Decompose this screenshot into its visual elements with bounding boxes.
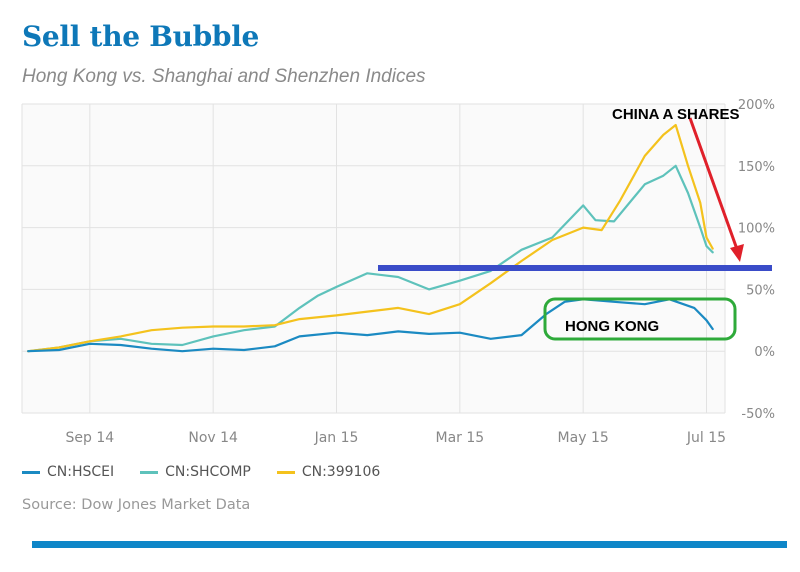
hong-kong-label: HONG KONG [565, 318, 659, 335]
source-note: Source: Dow Jones Market Data [22, 497, 251, 513]
decline-arrow-shaft [688, 117, 740, 253]
grid: 200% 150% 100% 50% 0% -50% Sep 14 Nov 14 Jan 15 M… [21, 98, 775, 446]
legend-swatch-399106 [276, 470, 295, 474]
line-chart: 200% 150% 100% 50% 0% -50% Sep 14 Nov 14 Jan 15 M… [21, 98, 775, 446]
legend-label-shcomp: CN:SHCOMP [165, 464, 251, 480]
legend-item-shcomp[interactable]: CN:SHCOMP [140, 464, 251, 480]
y-tick-label: 200% [738, 98, 775, 113]
series-line-shcomp [27, 164, 714, 353]
legend-label-hscei: CN:HSCEI [47, 464, 115, 480]
legend-item-hscei[interactable]: CN:HSCEI [22, 464, 114, 480]
chart-title: Sell the Bubble [22, 20, 260, 53]
x-tick-label: Jan 15 [314, 430, 359, 446]
series-line-hscei [27, 298, 714, 353]
legend-item-399106[interactable]: CN:399106 [276, 464, 381, 480]
series-line-399106 [27, 123, 714, 353]
annotations: CHINA A SHARES HONG KONG [378, 106, 772, 341]
plot-area [22, 104, 725, 413]
x-tick-label: Sep 14 [66, 430, 115, 446]
legend-label-399106: CN:399106 [301, 464, 381, 480]
bottom-rule [32, 541, 787, 548]
decline-arrow-head [730, 244, 744, 262]
x-tick-label: Jul 15 [686, 430, 726, 446]
chart-subtitle: Hong Kong vs. Shanghai and Shenzhen Indi… [22, 66, 426, 87]
hong-kong-box [543, 297, 737, 341]
y-tick-label: 150% [738, 160, 775, 175]
series-group [27, 123, 714, 353]
legend-swatch-hscei [22, 470, 40, 474]
y-tick-label: 0% [754, 345, 775, 360]
x-tick-label: Nov 14 [188, 430, 238, 446]
x-tick-label: May 15 [558, 430, 609, 446]
y-tick-label: 100% [738, 222, 775, 237]
x-tick-label: Mar 15 [435, 430, 484, 446]
y-tick-label: -50% [741, 407, 775, 422]
legend-swatch-shcomp [140, 470, 159, 474]
legend: CN:HSCEI CN:SHCOMP CN:399106 [22, 464, 380, 480]
y-tick-label: 50% [746, 283, 775, 298]
china-a-shares-label: CHINA A SHARES [612, 106, 740, 123]
